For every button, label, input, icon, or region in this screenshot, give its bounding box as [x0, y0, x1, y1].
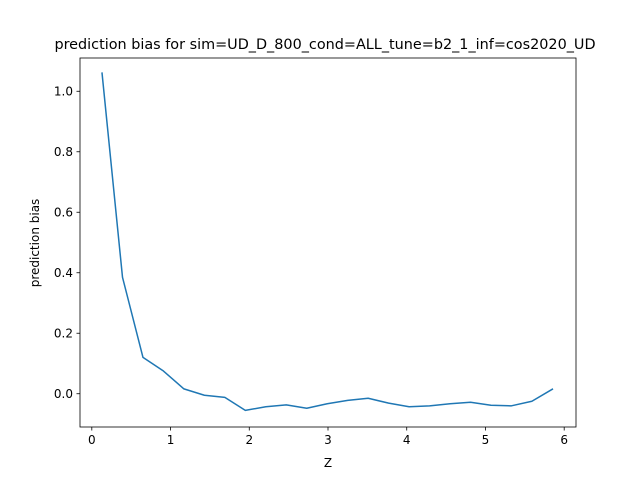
- plot-area: 0 1 2 3 4 5 6 0.0 0.2 0.4 0.6 0.8 1.0: [54, 57, 577, 447]
- y-tick-label: 1.0: [54, 85, 73, 99]
- y-tick-label: 0.4: [54, 266, 73, 280]
- y-tick-label: 0.2: [54, 327, 73, 341]
- x-tick-label: 4: [403, 433, 411, 447]
- y-tick-label: 0.8: [54, 145, 73, 159]
- x-tick-label: 3: [324, 433, 332, 447]
- x-tick-label: 5: [482, 433, 490, 447]
- x-tick-label: 2: [245, 433, 253, 447]
- x-tick-label: 1: [167, 433, 175, 447]
- y-tick-label: 0.6: [54, 206, 73, 220]
- series-line-0: [101, 72, 554, 412]
- y-tick-label: 0.0: [54, 387, 73, 401]
- x-axis-label: Z: [324, 456, 332, 470]
- x-tick-label: 6: [560, 433, 568, 447]
- x-tick-label: 0: [88, 433, 96, 447]
- y-axis-label: prediction bias: [28, 199, 42, 288]
- chart-title: prediction bias for sim=UD_D_800_cond=AL…: [54, 37, 595, 53]
